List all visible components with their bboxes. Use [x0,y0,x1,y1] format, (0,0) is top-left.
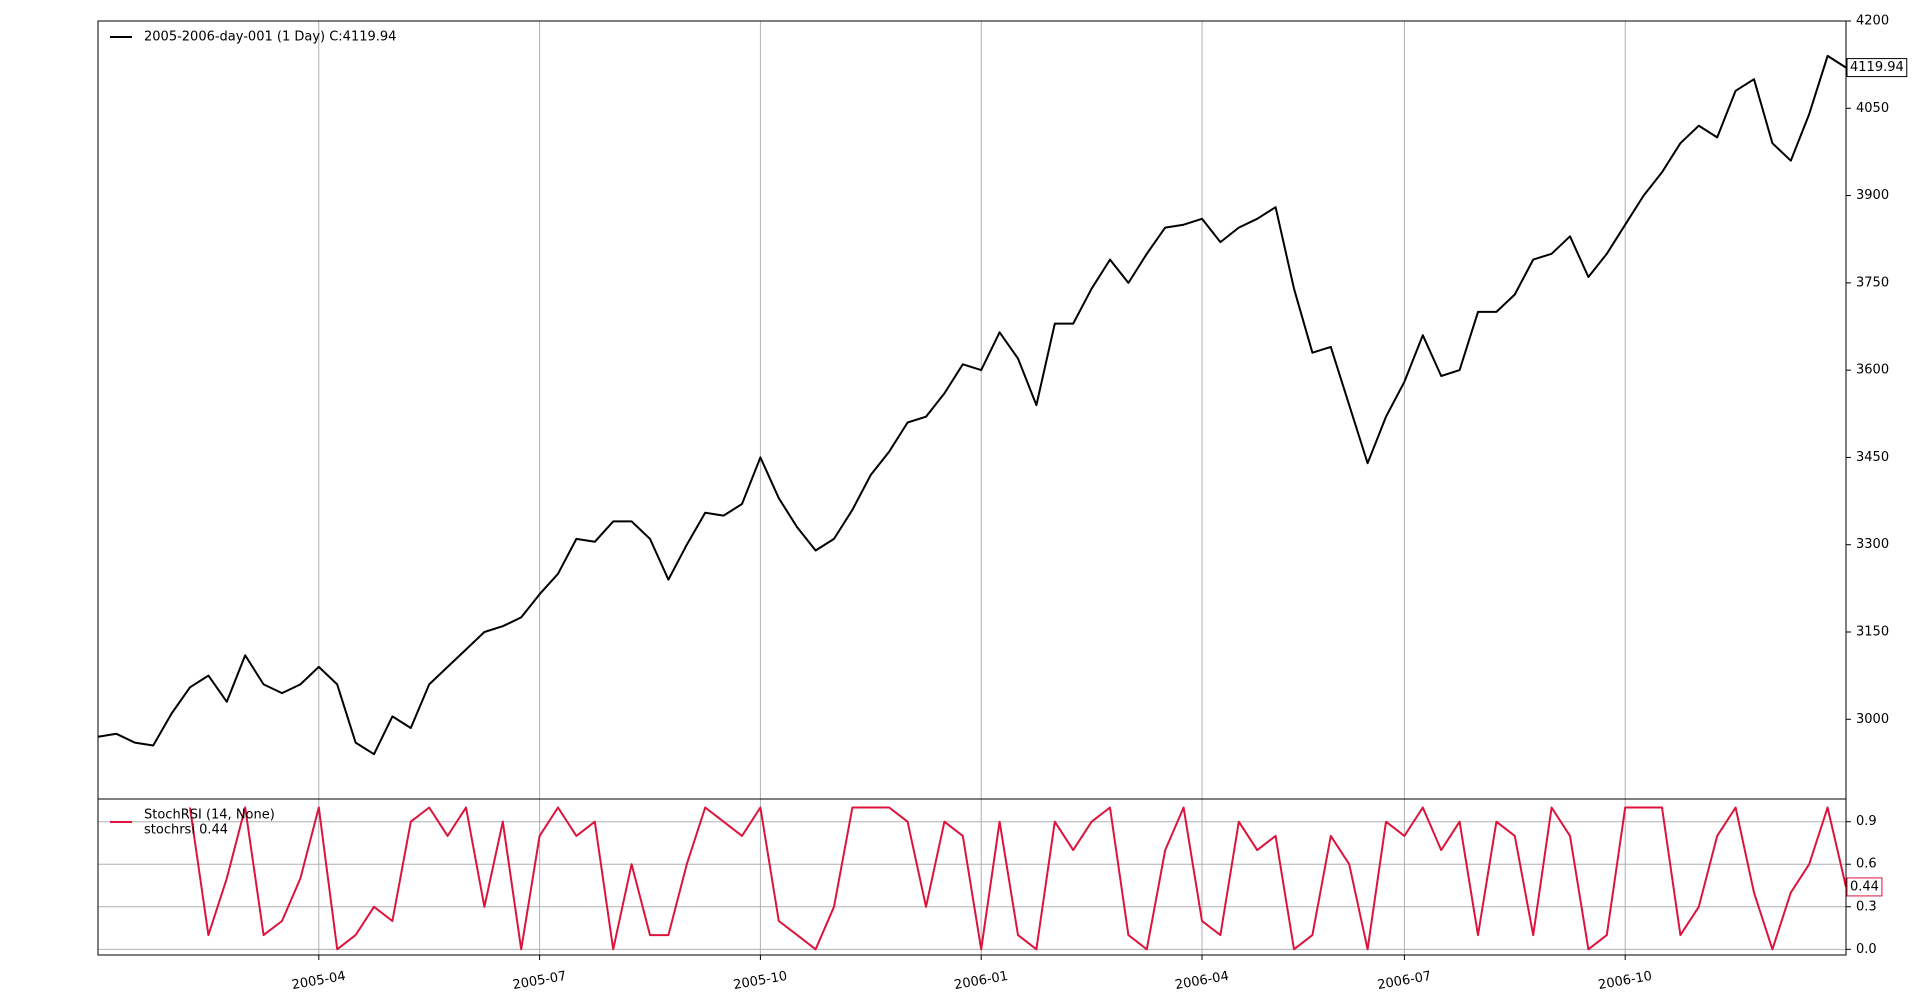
x-tick-label: 2005-04 [291,969,347,993]
last-value-box [1846,58,1908,78]
pane-frame [97,20,1847,800]
y-tick-label: 0.0 [1856,942,1877,957]
series-line [97,54,1847,756]
y-tick-label: 0.9 [1856,814,1877,829]
last-value-label: 4119.94 [1850,60,1904,75]
x-tick-label: 2006-01 [953,969,1009,993]
y-tick-label: 0.6 [1856,857,1877,872]
y-tick-label: 3600 [1856,363,1889,378]
y-tick-label: 4050 [1856,101,1889,116]
y-tick-label: 3000 [1856,712,1889,727]
legend-label: 2005-2006-day-001 (1 Day) C:4119.94 [144,30,396,45]
x-tick-label: 2006-04 [1174,969,1230,993]
series-line [189,806,1847,951]
pane-frame [97,798,1847,956]
x-tick-label: 2005-07 [512,969,568,993]
y-tick-label: 3900 [1856,188,1889,203]
y-tick-label: 0.3 [1856,899,1877,914]
x-tick-label: 2006-07 [1376,969,1432,993]
y-tick-label: 3150 [1856,624,1889,639]
y-tick-label: 4200 [1856,14,1889,29]
x-tick-label: 2006-10 [1597,969,1653,993]
y-tick-label: 3450 [1856,450,1889,465]
y-tick-label: 3750 [1856,275,1889,290]
legend-label: stochrsi 0.44 [144,823,228,838]
x-tick-label: 2005-10 [732,969,788,993]
legend-title: StochRSI (14, None) [144,808,275,823]
y-tick-label: 3300 [1856,537,1889,552]
last-value-label: 0.44 [1850,879,1879,894]
last-value-box [1846,877,1883,897]
